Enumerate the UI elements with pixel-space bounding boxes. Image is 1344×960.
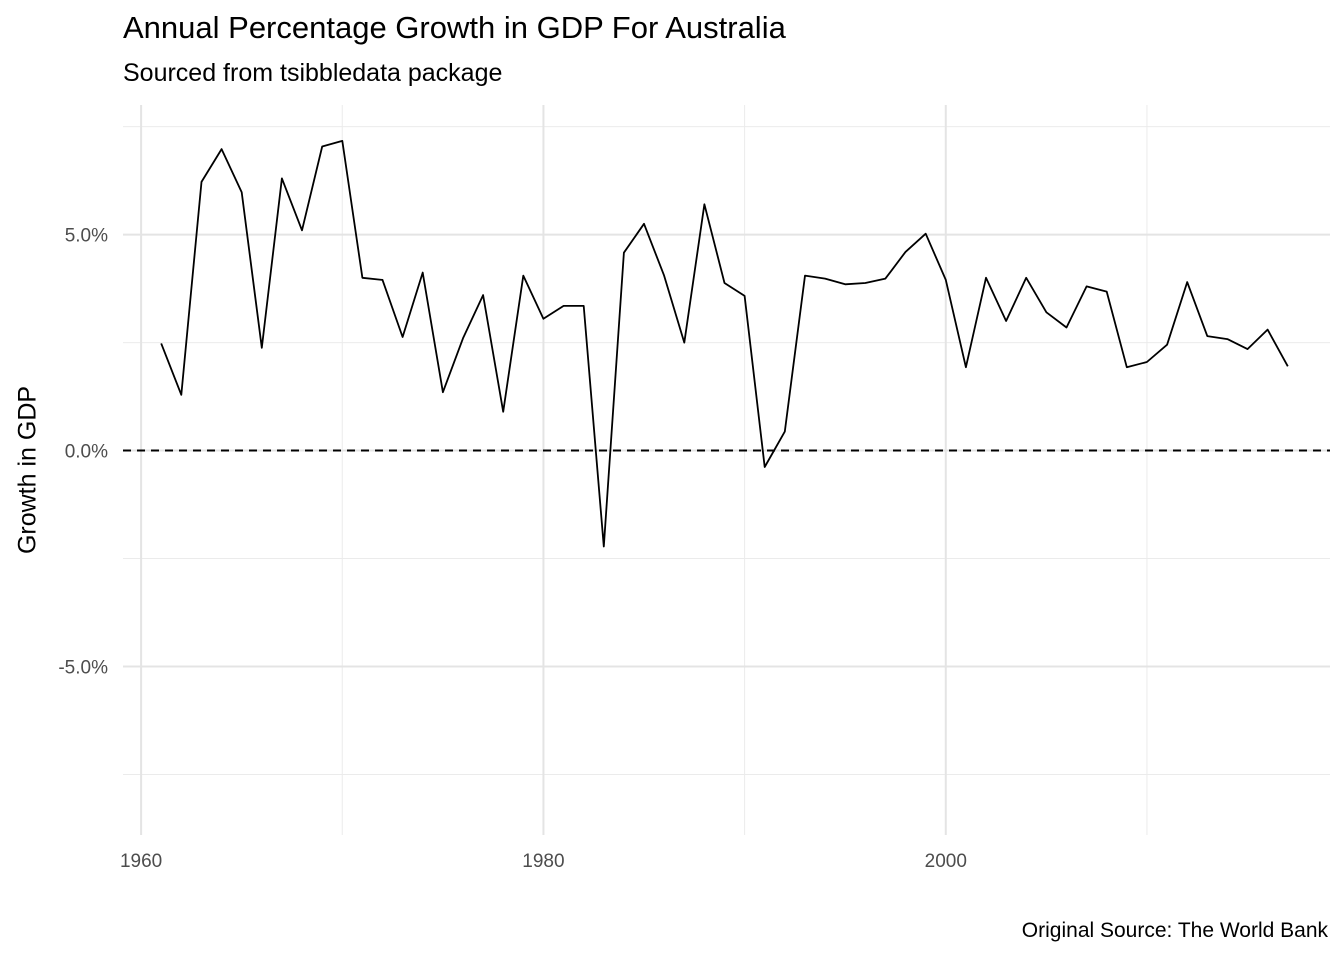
x-tick-label: 1980 [522,851,564,872]
y-tick-label: 0.0% [65,442,108,463]
y-tick-label: 5.0% [65,226,108,247]
x-tick-label: 1960 [120,851,162,872]
y-tick-label: -5.0% [58,658,108,679]
chart-caption: Original Source: The World Bank [1021,919,1328,942]
gdp-growth-line [160,139,1289,548]
chart-subtitle: Sourced from tsibbledata package [123,59,503,87]
chart-title: Annual Percentage Growth in GDP For Aust… [123,10,786,45]
x-tick-label: 2000 [925,851,967,872]
